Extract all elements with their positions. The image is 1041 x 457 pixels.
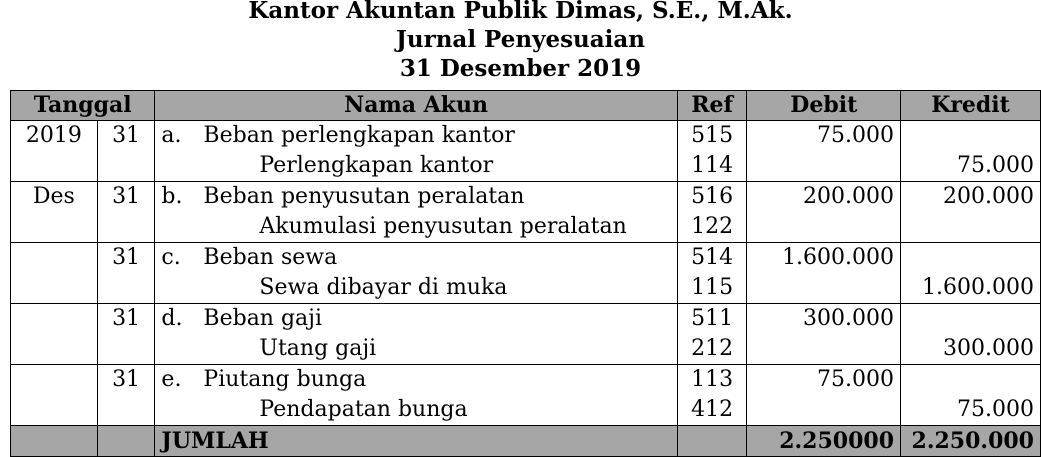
account-cell: d. Beban gaji <box>154 303 678 334</box>
date-year-cell: Des <box>10 181 98 212</box>
debit-cell <box>746 151 902 182</box>
credit-account-name: Sewa dibayar di muka <box>154 273 678 304</box>
debit-cell: 1.600.000 <box>746 242 902 273</box>
date-day-cell: 31 <box>96 120 156 151</box>
debit-account-name: Beban penyusutan peralatan <box>203 184 525 209</box>
total-debit: 2.250000 <box>746 425 902 457</box>
account-cell: c. Beban sewa <box>154 242 678 273</box>
debit-cell <box>746 273 902 304</box>
date-day-cell <box>96 395 156 426</box>
ref-cell: 515 <box>676 120 748 151</box>
credit-account-name: Pendapatan bunga <box>154 395 678 426</box>
account-cell: b. Beban penyusutan peralatan <box>154 181 678 212</box>
table-row: 31 c. Beban sewa 514 1.600.000 <box>10 242 1041 273</box>
date-day-cell: 31 <box>96 242 156 273</box>
date-day-cell <box>96 334 156 365</box>
credit-account-name: Akumulasi penyusutan peralatan <box>154 212 678 243</box>
ref-cell: 511 <box>676 303 748 334</box>
entry-letter: b. <box>161 184 183 209</box>
date-day-cell: 31 <box>96 181 156 212</box>
entry-letter: e. <box>161 367 182 392</box>
credit-cell: 200.000 <box>900 181 1041 212</box>
entry-letter: d. <box>161 306 183 331</box>
credit-cell: 1.600.000 <box>900 273 1041 304</box>
date-day-cell <box>96 212 156 243</box>
entry-letter: a. <box>161 123 182 148</box>
journal-date: 31 Desember 2019 <box>399 55 642 82</box>
debit-cell <box>746 212 902 243</box>
date-year-cell <box>10 334 98 365</box>
ref-cell: 412 <box>676 395 748 426</box>
credit-cell <box>900 303 1041 334</box>
table-row: Pendapatan bunga 412 75.000 <box>10 395 1041 426</box>
header-ref: Ref <box>676 90 748 121</box>
total-row: JUMLAH 2.250000 2.250.000 <box>10 425 1041 457</box>
credit-cell <box>900 364 1041 395</box>
company-name: Kantor Akuntan Publik Dimas, S.E., M.Ak. <box>248 0 793 24</box>
date-day-cell: 31 <box>96 364 156 395</box>
table-row: 31 e. Piutang bunga 113 75.000 <box>10 364 1041 395</box>
date-year-cell <box>10 395 98 426</box>
total-kredit: 2.250.000 <box>900 425 1041 457</box>
credit-account-name: Utang gaji <box>154 334 678 365</box>
total-label: JUMLAH <box>154 425 678 457</box>
date-year-cell <box>10 212 98 243</box>
account-cell: e. Piutang bunga <box>154 364 678 395</box>
table-row: 2019 31 a. Beban perlengkapan kantor 515 75.0… <box>10 120 1041 151</box>
debit-account-name: Beban sewa <box>203 245 338 270</box>
ref-cell: 514 <box>676 242 748 273</box>
ref-cell: 114 <box>676 151 748 182</box>
debit-cell: 75.000 <box>746 120 902 151</box>
ref-cell: 115 <box>676 273 748 304</box>
credit-cell <box>900 242 1041 273</box>
header-tanggal: Tanggal <box>9 90 156 121</box>
debit-account-name: Beban perlengkapan kantor <box>203 123 515 148</box>
table-row: Perlengkapan kantor 114 75.000 <box>10 151 1041 182</box>
credit-account-name: Perlengkapan kantor <box>154 151 678 182</box>
ref-cell: 122 <box>676 212 748 243</box>
date-day-cell <box>96 151 156 182</box>
credit-cell: 75.000 <box>900 395 1041 426</box>
ref-cell: 113 <box>676 364 748 395</box>
table-header-row: Tanggal Nama Akun Ref Debit Kredit <box>9 90 1041 121</box>
table-row: Akumulasi penyusutan peralatan 122 <box>10 212 1041 243</box>
debit-cell: 200.000 <box>746 181 902 212</box>
journal-name: Jurnal Penyesuaian <box>395 26 646 53</box>
date-year-cell <box>10 242 98 273</box>
journal-table: Tanggal Nama Akun Ref Debit Kredit 2019 3… <box>9 90 1041 457</box>
date-day-cell <box>96 273 156 304</box>
table-row: Utang gaji 212 300.000 <box>10 334 1041 365</box>
date-year-cell <box>10 364 98 395</box>
date-year-cell: 2019 <box>10 120 98 151</box>
document-title: Kantor Akuntan Publik Dimas, S.E., M.Ak.… <box>0 0 1041 83</box>
date-year-cell <box>10 151 98 182</box>
total-empty-cell <box>676 425 748 457</box>
debit-cell <box>746 395 902 426</box>
debit-account-name: Beban gaji <box>203 306 323 331</box>
date-day-cell: 31 <box>96 303 156 334</box>
header-nama-akun: Nama Akun <box>154 90 678 121</box>
ref-cell: 212 <box>676 334 748 365</box>
header-kredit: Kredit <box>900 90 1041 121</box>
date-year-cell <box>10 303 98 334</box>
debit-cell: 300.000 <box>746 303 902 334</box>
credit-cell <box>900 120 1041 151</box>
header-debit: Debit <box>746 90 902 121</box>
table-row: Des 31 b. Beban penyusutan peralatan 516 200.… <box>10 181 1041 212</box>
table-row: Sewa dibayar di muka 115 1.600.000 <box>10 273 1041 304</box>
credit-cell: 75.000 <box>900 151 1041 182</box>
total-empty-cell <box>10 425 98 457</box>
credit-cell <box>900 212 1041 243</box>
debit-account-name: Piutang bunga <box>203 367 367 392</box>
date-year-cell <box>10 273 98 304</box>
total-empty-cell <box>96 425 156 457</box>
debit-cell <box>746 334 902 365</box>
table-row: 31 d. Beban gaji 511 300.000 <box>10 303 1041 334</box>
account-cell: a. Beban perlengkapan kantor <box>154 120 678 151</box>
credit-cell: 300.000 <box>900 334 1041 365</box>
ref-cell: 516 <box>676 181 748 212</box>
debit-cell: 75.000 <box>746 364 902 395</box>
entry-letter: c. <box>161 245 181 270</box>
